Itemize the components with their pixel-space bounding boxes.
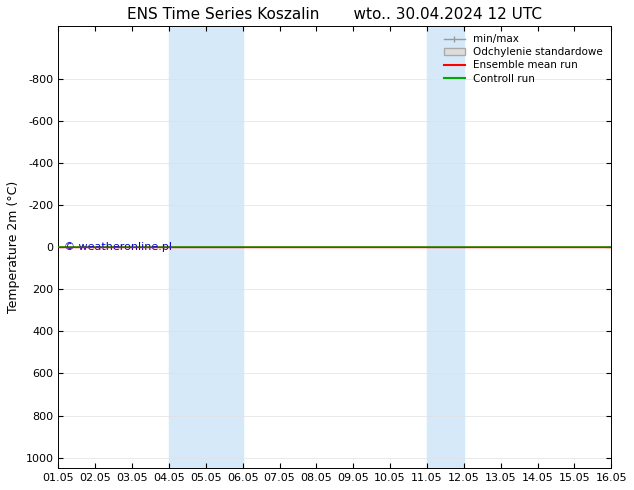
Text: © weatheronline.pl: © weatheronline.pl [64, 242, 172, 252]
Legend: min/max, Odchylenie standardowe, Ensemble mean run, Controll run: min/max, Odchylenie standardowe, Ensembl… [441, 31, 606, 87]
Bar [427, 26, 464, 468]
Title: ENS Time Series Koszalin       wto.. 30.04.2024 12 UTC: ENS Time Series Koszalin wto.. 30.04.202… [127, 7, 542, 22]
Y-axis label: Temperature 2m (°C): Temperature 2m (°C) [7, 181, 20, 313]
Bar [169, 26, 243, 468]
